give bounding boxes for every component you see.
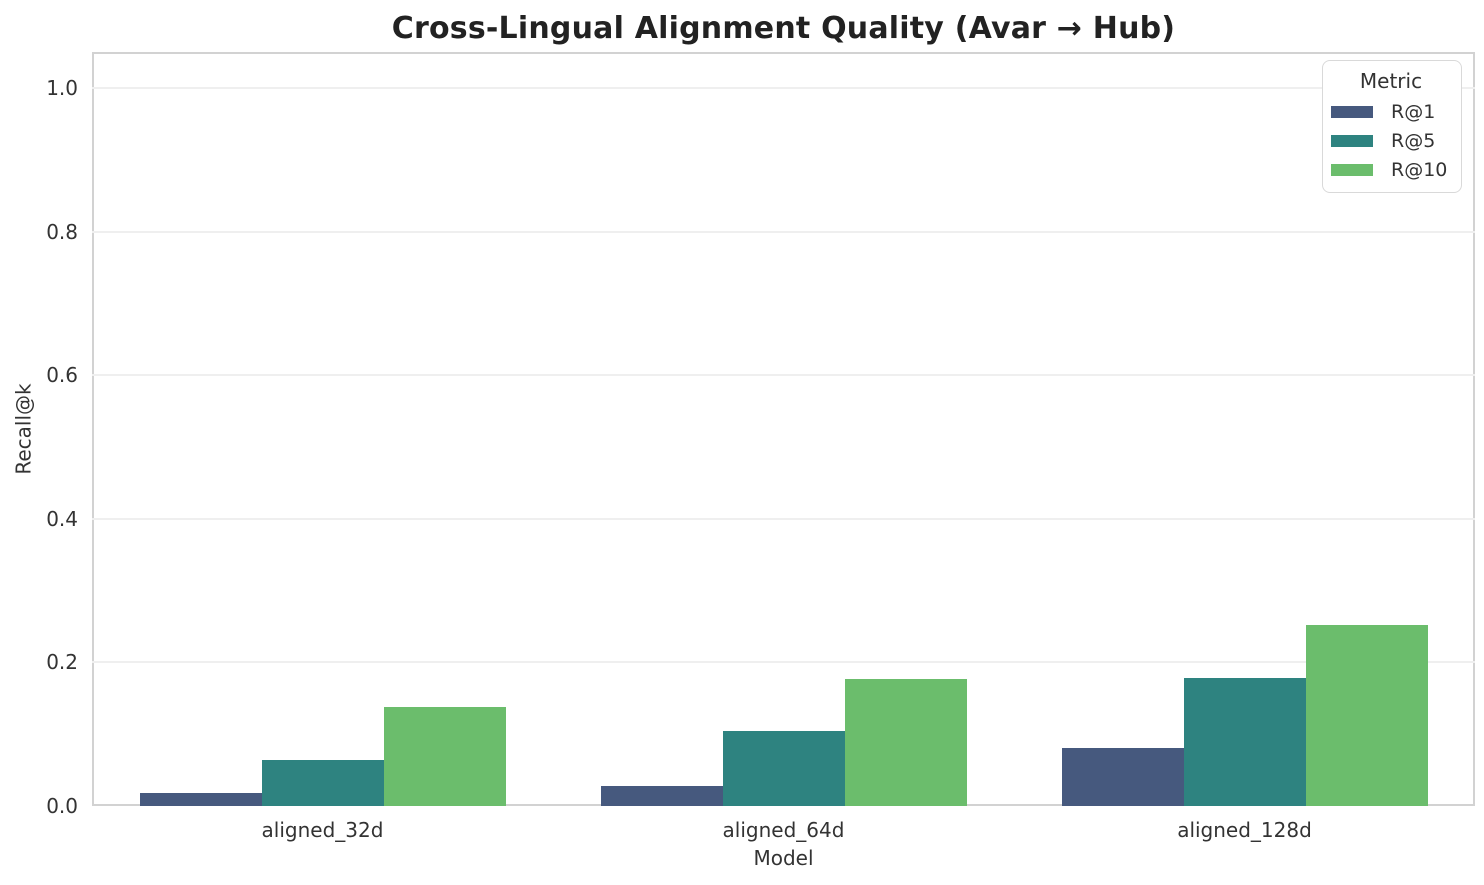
legend-item-R@10: R@10 (1331, 155, 1451, 184)
legend-label-R@5: R@5 (1391, 129, 1436, 152)
gridline-y-0.6 (92, 374, 1475, 377)
y-tick-label-0.0: 0.0 (46, 794, 78, 818)
x-tick-label-aligned_128d: aligned_128d (1177, 818, 1312, 842)
x-tick-label-aligned_32d: aligned_32d (261, 818, 384, 842)
x-axis-label: Model (753, 846, 814, 870)
y-axis-label-text: Recall@k (12, 383, 36, 475)
bar-aligned_32d-R@10 (383, 706, 506, 806)
legend-item-R@1: R@1 (1331, 97, 1451, 126)
bar-aligned_64d-R@10 (844, 678, 967, 806)
bar-aligned_128d-R@5 (1183, 678, 1306, 806)
gridline-y-0.2 (92, 661, 1475, 664)
legend-item-R@5: R@5 (1331, 126, 1451, 155)
legend-label-R@1: R@1 (1391, 100, 1436, 123)
legend-items: R@1 R@5 R@10 (1331, 97, 1451, 184)
gridline-y-0.8 (92, 230, 1475, 233)
x-tick-label-aligned_64d: aligned_64d (722, 818, 845, 842)
y-tick-label-0.6: 0.6 (46, 363, 78, 388)
legend: Metric R@1 R@5 R@10 (1322, 60, 1462, 193)
legend-swatch-R@10 (1331, 163, 1373, 176)
bar-aligned_128d-R@1 (1061, 747, 1184, 806)
bar-aligned_128d-R@10 (1305, 625, 1428, 806)
bar-aligned_64d-R@5 (722, 731, 845, 806)
bar-aligned_64d-R@1 (600, 785, 723, 806)
y-tick-label-0.2: 0.2 (46, 650, 78, 675)
y-tick-label-0.8: 0.8 (46, 219, 78, 244)
gridline-y-1.0 (92, 86, 1475, 89)
y-tick-label-1.0: 1.0 (46, 75, 78, 100)
legend-label-R@10: R@10 (1391, 158, 1448, 181)
plot-area (92, 52, 1475, 806)
gridline-y-0.4 (92, 517, 1475, 520)
legend-swatch-R@5 (1331, 134, 1373, 147)
y-axis-label: Recall@k (8, 52, 40, 806)
legend-swatch-R@1 (1331, 105, 1373, 118)
legend-title: Metric (1359, 69, 1423, 93)
bar-aligned_32d-R@1 (139, 793, 262, 806)
chart-title: Cross-Lingual Alignment Quality (Avar → … (391, 11, 1176, 46)
y-tick-label-0.4: 0.4 (46, 506, 78, 531)
bar-aligned_32d-R@5 (261, 760, 384, 806)
